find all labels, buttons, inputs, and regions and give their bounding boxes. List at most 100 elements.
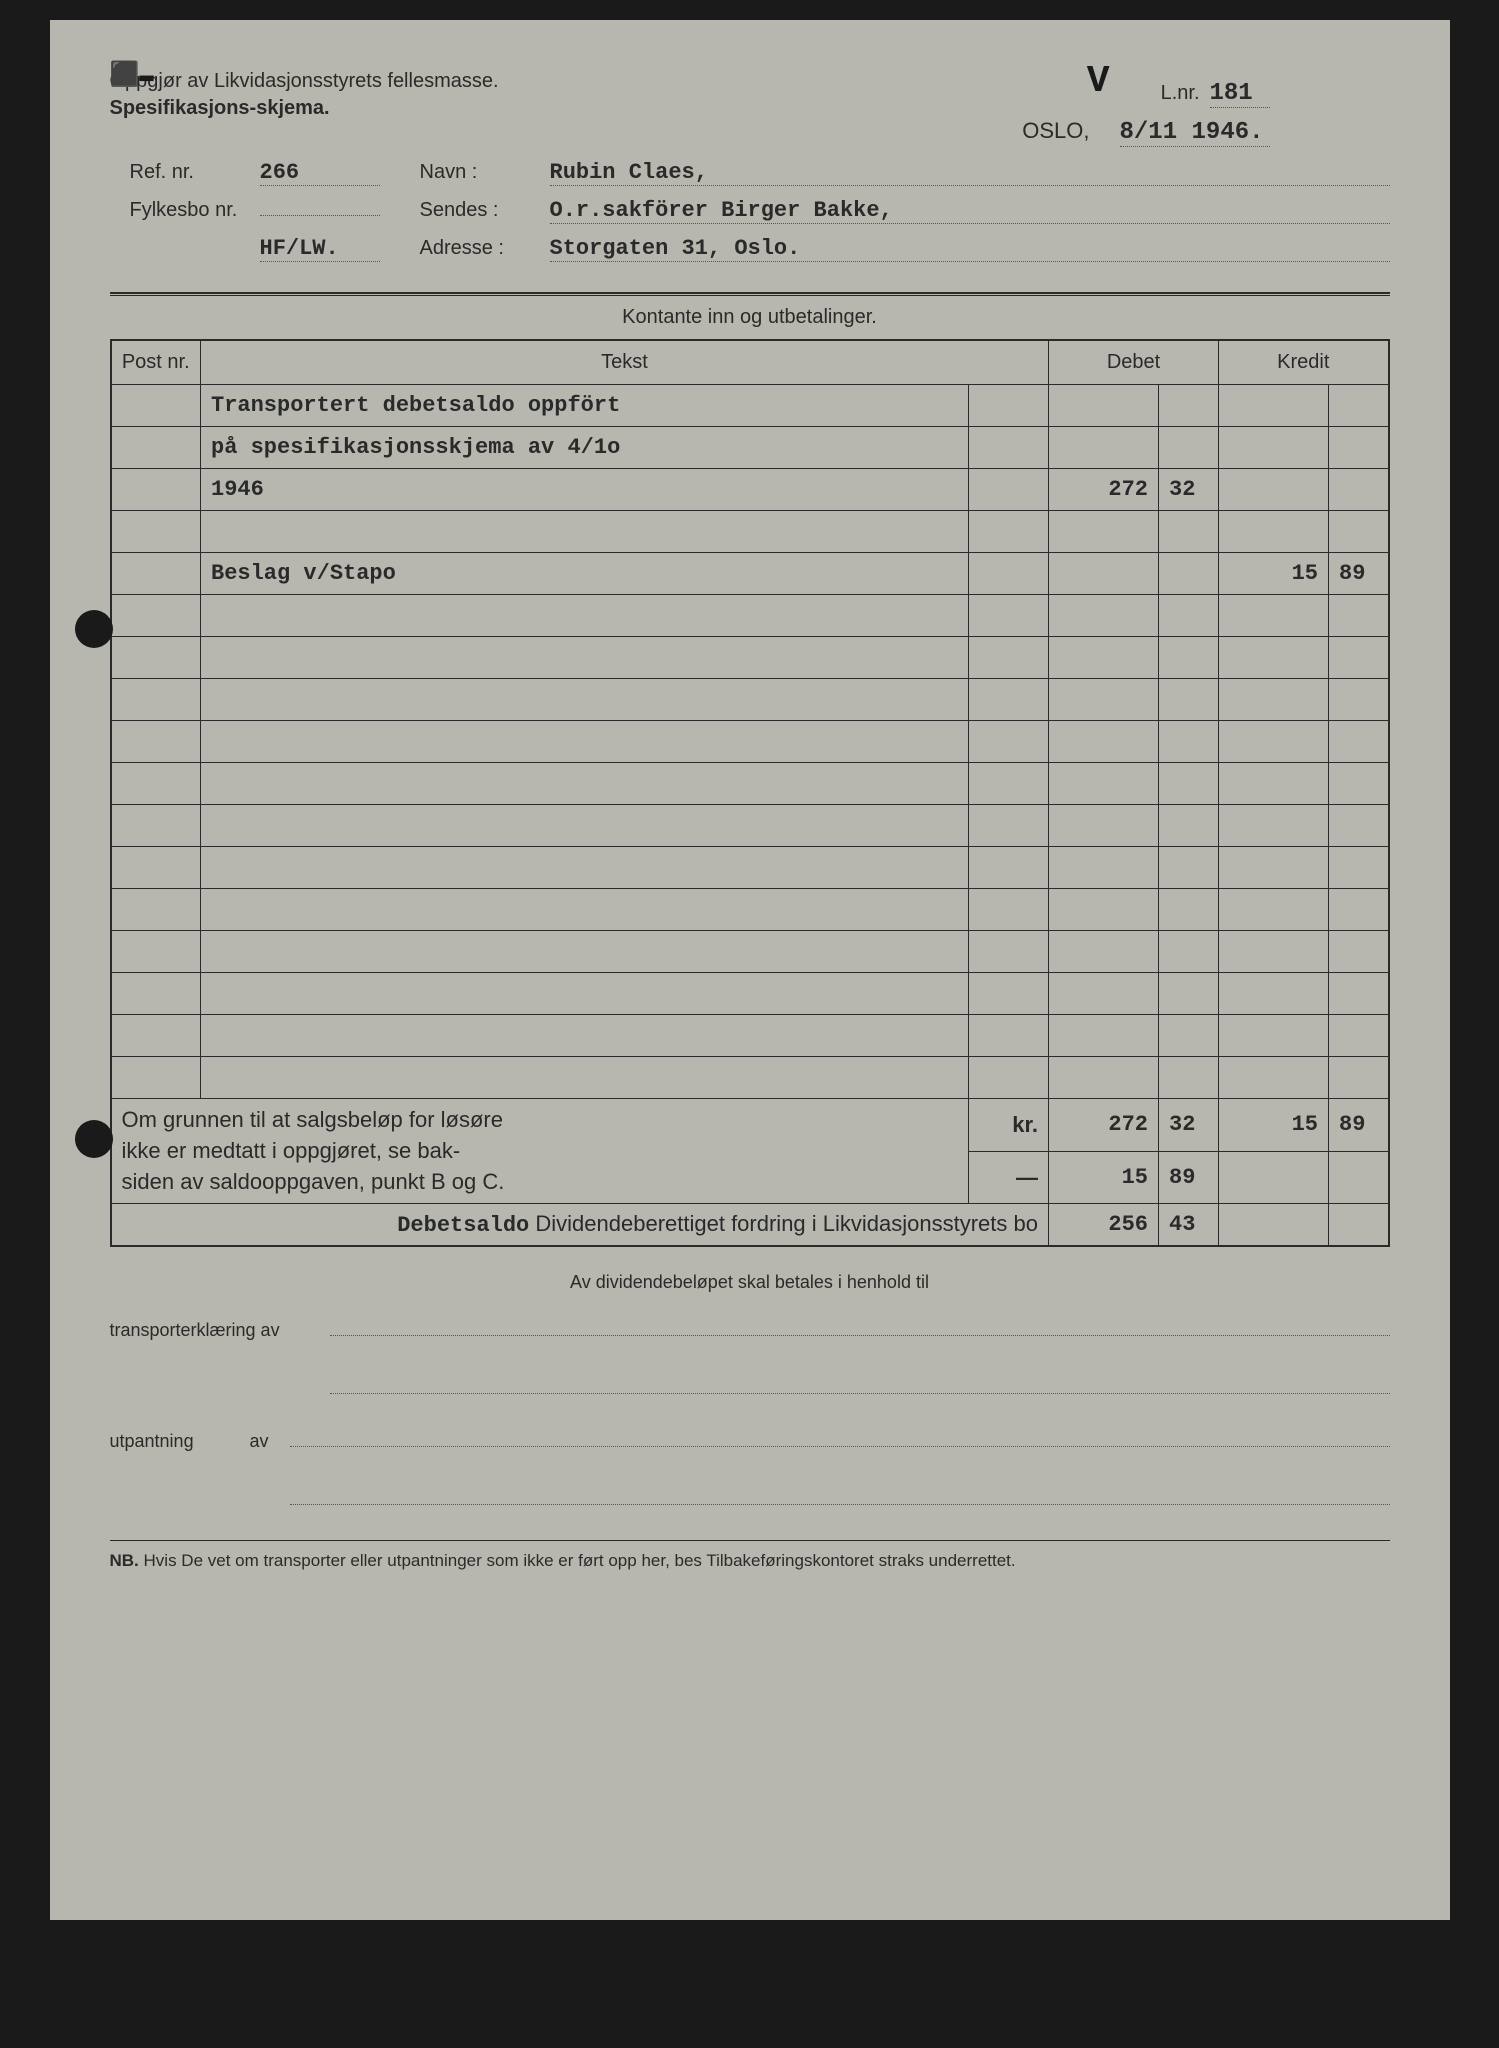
cell-debet-main xyxy=(1049,721,1159,763)
cell-kredit-main xyxy=(1219,385,1329,427)
cell-tekst: Beslag v/Stapo xyxy=(201,553,969,595)
cell-debet-main xyxy=(1049,595,1159,637)
cell-kredit-main: 15 xyxy=(1219,553,1329,595)
cell-sub xyxy=(969,679,1049,721)
fylkesbo-value xyxy=(260,215,380,216)
checkmark: V xyxy=(1087,60,1110,103)
cell-kredit-main xyxy=(1219,973,1329,1015)
cell-post xyxy=(111,805,201,847)
cell-debet-cents xyxy=(1159,973,1219,1015)
cell-debet-main xyxy=(1049,763,1159,805)
cell-debet-cents xyxy=(1159,637,1219,679)
cell-post xyxy=(111,385,201,427)
table-row xyxy=(111,1057,1389,1099)
cell-tekst: Transportert debetsaldo oppfört xyxy=(201,385,969,427)
utpantning-label: utpantning xyxy=(110,1431,250,1452)
bottom-block: Av dividendebeløpet skal betales i henho… xyxy=(110,1272,1390,1505)
cell-sub xyxy=(969,1057,1049,1099)
blank-line xyxy=(290,1429,1390,1447)
cell-kredit-cents xyxy=(1329,721,1389,763)
cell-sub xyxy=(969,805,1049,847)
cell-tekst xyxy=(201,1015,969,1057)
navn-value: Rubin Claes, xyxy=(550,160,1390,186)
cell-debet-main xyxy=(1049,805,1159,847)
cell-debet-cents xyxy=(1159,511,1219,553)
cell-debet-cents xyxy=(1159,889,1219,931)
debetsaldo-typed: Debetsaldo xyxy=(397,1213,529,1238)
cell-debet-main xyxy=(1049,973,1159,1015)
cell-kredit-cents xyxy=(1329,427,1389,469)
cell-post xyxy=(111,763,201,805)
cell-debet-cents xyxy=(1159,1015,1219,1057)
cell-debet-main xyxy=(1049,889,1159,931)
blank-line xyxy=(290,1487,1390,1505)
cell-post xyxy=(111,637,201,679)
cell-kredit-main xyxy=(1219,847,1329,889)
cell-debet-cents xyxy=(1159,721,1219,763)
table-row xyxy=(111,637,1389,679)
cell-sub xyxy=(969,1015,1049,1057)
cell-post xyxy=(111,973,201,1015)
cell-post xyxy=(111,469,201,511)
table-row xyxy=(111,889,1389,931)
cell-kredit-main xyxy=(1219,763,1329,805)
cell-sub xyxy=(969,427,1049,469)
cell-tekst xyxy=(201,1057,969,1099)
transport-label: transporterklæring av xyxy=(110,1320,330,1341)
total2-debet-main: 15 xyxy=(1049,1151,1159,1204)
cell-kredit-main xyxy=(1219,469,1329,511)
cell-post xyxy=(111,511,201,553)
cell-debet-main xyxy=(1049,1057,1159,1099)
cell-kredit-main xyxy=(1219,427,1329,469)
th-kredit: Kredit xyxy=(1219,340,1389,385)
cell-sub xyxy=(969,511,1049,553)
cell-debet-main xyxy=(1049,553,1159,595)
cell-kredit-main xyxy=(1219,721,1329,763)
cell-kredit-cents xyxy=(1329,1015,1389,1057)
table-row xyxy=(111,931,1389,973)
cell-tekst xyxy=(201,595,969,637)
cell-kredit-main xyxy=(1219,595,1329,637)
th-debet: Debet xyxy=(1049,340,1219,385)
table-row xyxy=(111,595,1389,637)
cell-sub xyxy=(969,763,1049,805)
total2-kredit-main xyxy=(1219,1151,1329,1204)
cell-sub xyxy=(969,931,1049,973)
footer-note: Om grunnen til at salgsbeløp for løsøre … xyxy=(111,1099,969,1204)
cell-sub xyxy=(969,721,1049,763)
cell-debet-main xyxy=(1049,637,1159,679)
adresse-value: Storgaten 31, Oslo. xyxy=(550,236,1390,262)
table-row: Beslag v/Stapo 15 89 xyxy=(111,553,1389,595)
total3-debet-cents: 43 xyxy=(1159,1204,1219,1246)
cell-kredit-cents xyxy=(1329,679,1389,721)
dividende-label: Dividendeberettiget fordring i Likvidasj… xyxy=(535,1211,1038,1236)
cell-kredit-cents xyxy=(1329,469,1389,511)
total1-kredit-main: 15 xyxy=(1219,1099,1329,1152)
table-row: på spesifikasjonsskjema av 4/1o xyxy=(111,427,1389,469)
lnr-block: L.nr. 181 xyxy=(1161,80,1270,108)
ref-value: 266 xyxy=(260,160,380,186)
cell-tekst xyxy=(201,847,969,889)
sendes-label: Sendes : xyxy=(420,199,550,222)
total1-debet-main: 272 xyxy=(1049,1099,1159,1152)
blank-line xyxy=(330,1376,1390,1394)
cell-debet-main xyxy=(1049,427,1159,469)
table-row xyxy=(111,679,1389,721)
city-date-line: OSLO, 8/11 1946. xyxy=(1022,118,1269,147)
cell-tekst xyxy=(201,889,969,931)
cell-tekst: på spesifikasjonsskjema av 4/1o xyxy=(201,427,969,469)
cell-sub xyxy=(969,637,1049,679)
cell-kredit-cents xyxy=(1329,805,1389,847)
cell-kredit-cents xyxy=(1329,595,1389,637)
cell-post xyxy=(111,595,201,637)
cell-debet-cents xyxy=(1159,553,1219,595)
cell-debet-cents xyxy=(1159,931,1219,973)
cell-sub xyxy=(969,889,1049,931)
document-page: ⬛▬ V Oppgjør av Likvidasjonsstyrets fell… xyxy=(50,20,1450,1920)
navn-label: Navn : xyxy=(420,161,550,184)
footer-note-l2: ikke er medtatt i oppgjøret, se bak- xyxy=(122,1138,461,1163)
date: 8/11 1946. xyxy=(1120,119,1270,147)
totals-row-1: Om grunnen til at salgsbeløp for løsøre … xyxy=(111,1099,1389,1152)
bottom-center-text: Av dividendebeløpet skal betales i henho… xyxy=(110,1272,1390,1293)
cell-kredit-main xyxy=(1219,679,1329,721)
